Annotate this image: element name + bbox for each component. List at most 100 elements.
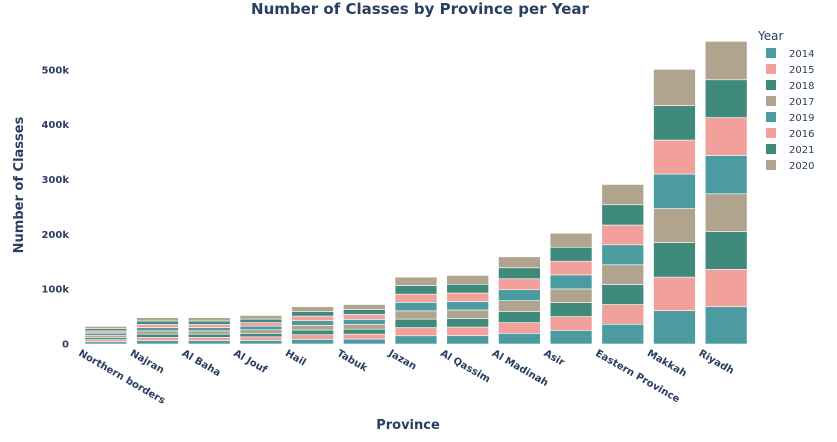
bar-segment-2021-najran <box>136 320 179 325</box>
bar-segment-2020-hail <box>291 306 334 312</box>
bar-segment-2015-makkah <box>653 276 696 311</box>
bar-segment-2015-al-jouf <box>239 336 283 341</box>
x-tick-label: Makkah <box>645 348 688 379</box>
x-tick-label: Najran <box>128 348 166 376</box>
bar-segment-2017-riyadh <box>704 193 748 232</box>
bar-segment-2014-najran <box>136 340 179 345</box>
bar-segment-2021-al-qassim <box>446 283 489 294</box>
bar-segment-2017-asir <box>549 288 593 303</box>
bar-segment-2015-al-baha <box>188 337 231 342</box>
bar-segment-2017-al-qassim <box>446 309 489 319</box>
bar-segment-2018-najran <box>136 333 179 338</box>
bar-segment-2020-al-qassim <box>446 275 489 285</box>
bar-segment-2015-northern-borders <box>84 339 128 343</box>
bar-segment-2018-hail <box>291 329 334 335</box>
bar-segment-2015-asir <box>549 316 593 331</box>
x-tick-label: Al Qassim <box>438 348 492 385</box>
y-tick-label: 400k <box>41 120 69 131</box>
legend-title: Year <box>757 29 783 43</box>
bar-segment-2014-jazan <box>394 335 438 345</box>
legend-swatch-2014[interactable] <box>766 48 776 58</box>
bar-segment-2016-al-jouf <box>239 322 283 327</box>
bar-segment-2014-al-madinah <box>498 333 541 345</box>
bar-segment-2016-al-qassim <box>446 292 489 302</box>
legend-swatch-2021[interactable] <box>766 144 776 154</box>
bar-segment-2016-riyadh <box>704 117 748 156</box>
legend-label-2021[interactable]: 2021 <box>789 145 814 156</box>
x-tick-label: Riyadh <box>697 348 736 377</box>
y-tick-label: 100k <box>41 285 69 296</box>
bar-segment-2020-riyadh <box>704 41 748 81</box>
bar-segment-2016-tabuk <box>343 314 386 320</box>
legend-swatch-2018[interactable] <box>766 80 776 90</box>
bar-segment-2018-northern-borders <box>84 337 128 340</box>
y-axis: 0 100k 200k 300k 400k 500k <box>41 65 69 350</box>
bar-segment-2019-hail <box>291 320 334 326</box>
bar-segment-2016-eastern-province <box>601 224 645 246</box>
legend-swatch-2019[interactable] <box>766 112 776 122</box>
bar-segment-2020-asir <box>549 232 593 248</box>
bar-segment-2015-tabuk <box>343 333 386 340</box>
bar-segment-2014-makkah <box>653 310 696 345</box>
bar-segment-2016-asir <box>549 260 593 276</box>
bar-segment-2017-tabuk <box>343 323 386 330</box>
bar-segment-2017-al-baha <box>188 330 231 335</box>
chart-title: Number of Classes by Province per Year <box>251 0 590 18</box>
bar-segment-2020-al-baha <box>188 317 231 322</box>
bar-segment-2021-hail <box>291 311 334 317</box>
bar-segment-2016-al-madinah <box>498 278 541 291</box>
legend-label-2015[interactable]: 2015 <box>789 65 814 76</box>
bar-segment-2018-al-qassim <box>446 318 489 328</box>
bar-segment-2016-jazan <box>394 293 438 303</box>
bar-segment-2019-eastern-province <box>601 244 645 266</box>
bar-segment-2018-jazan <box>394 318 438 328</box>
bar-segment-2018-asir <box>549 302 593 317</box>
legend: Year 2014 2015 2018 2017 2019 2016 2021 2020 <box>757 29 814 172</box>
bar-segment-2016-najran <box>136 323 179 328</box>
bar-segment-2017-makkah <box>653 208 696 243</box>
bar-segment-2016-northern-borders <box>84 330 128 334</box>
bar-segment-2015-al-madinah <box>498 322 541 334</box>
legend-swatch-2015[interactable] <box>766 64 776 74</box>
bar-segment-2020-eastern-province <box>601 184 645 206</box>
bar-segment-2021-tabuk <box>343 309 386 315</box>
bar-segment-2019-al-madinah <box>498 289 541 301</box>
bar-segment-2021-al-jouf <box>239 318 283 323</box>
bar-segment-2017-najran <box>136 330 179 335</box>
bar-segment-2021-asir <box>549 246 593 262</box>
bar-segment-2017-al-jouf <box>239 329 283 334</box>
legend-label-2016[interactable]: 2016 <box>789 129 814 140</box>
bar-segment-2015-najran <box>136 337 179 342</box>
bar-segment-2020-makkah <box>653 69 696 106</box>
legend-label-2014[interactable]: 2014 <box>789 49 814 60</box>
legend-swatch-2017[interactable] <box>766 96 776 106</box>
bar-segment-2016-al-baha <box>188 323 231 328</box>
bar-segment-2020-al-jouf <box>239 315 283 320</box>
bar-segment-2014-hail <box>291 339 334 345</box>
bar-segment-2015-jazan <box>394 327 438 337</box>
bar-segment-2019-makkah <box>653 173 696 209</box>
bar-segment-2017-hail <box>291 325 334 331</box>
bar-segment-2014-riyadh <box>704 306 748 345</box>
bar-segment-2018-makkah <box>653 242 696 278</box>
legend-swatch-2016[interactable] <box>766 128 776 138</box>
legend-label-2018[interactable]: 2018 <box>789 81 814 92</box>
bar-segment-2020-jazan <box>394 276 438 286</box>
bar-segment-2018-riyadh <box>704 231 748 270</box>
bar-segment-2018-eastern-province <box>601 284 645 305</box>
x-tick-label: Al Baha <box>180 348 223 379</box>
x-tick-label: Al Jouf <box>231 348 269 376</box>
bar-segment-2021-makkah <box>653 105 696 141</box>
bar-segment-2021-northern-borders <box>84 328 128 332</box>
x-tick-label: Northern borders <box>76 348 167 407</box>
legend-label-2020[interactable]: 2020 <box>789 161 814 172</box>
bar-segment-2016-makkah <box>653 139 696 175</box>
bar-segment-2017-jazan <box>394 310 438 320</box>
legend-label-2017[interactable]: 2017 <box>789 97 814 108</box>
x-axis-title: Province <box>376 418 440 433</box>
legend-label-2019[interactable]: 2019 <box>789 113 814 124</box>
legend-swatch-2020[interactable] <box>766 160 776 170</box>
bar-segment-2019-northern-borders <box>84 332 128 336</box>
